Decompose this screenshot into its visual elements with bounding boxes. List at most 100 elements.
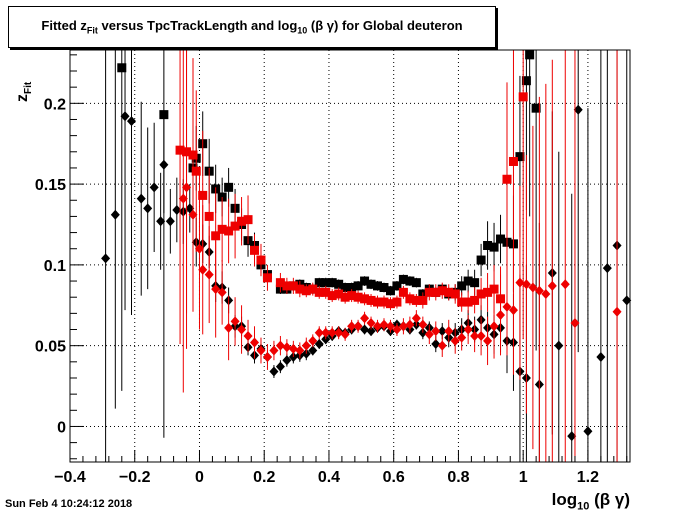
- data-point-diamond: [211, 284, 221, 295]
- data-point-diamond: [321, 327, 331, 338]
- data-point-diamond: [502, 301, 512, 312]
- data-point-square: [347, 283, 357, 293]
- data-point-square: [314, 278, 324, 288]
- data-point-square: [508, 156, 518, 166]
- data-point-square: [360, 276, 370, 286]
- data-point-square: [117, 63, 127, 73]
- data-point-square: [321, 278, 331, 288]
- data-point-square: [340, 283, 350, 293]
- data-point-diamond: [188, 209, 198, 220]
- data-point-diamond: [282, 355, 292, 366]
- data-point-square: [224, 182, 234, 192]
- data-point-diamond: [282, 342, 292, 353]
- x-tick-label: 0.8: [447, 469, 469, 486]
- chart-title: Fitted zFit versus TpcTrackLength and lo…: [41, 18, 463, 36]
- data-point-square: [282, 281, 292, 291]
- data-point-square: [476, 255, 486, 265]
- data-point-diamond: [541, 288, 551, 299]
- data-point-diamond: [224, 322, 234, 333]
- data-point-diamond: [528, 282, 538, 293]
- data-point-diamond: [411, 313, 421, 324]
- data-point-diamond: [269, 366, 279, 377]
- data-point-square: [405, 276, 415, 286]
- data-point-diamond: [392, 324, 402, 335]
- data-point-diamond: [314, 339, 324, 350]
- data-point-square: [353, 292, 363, 302]
- data-point-square: [496, 234, 506, 244]
- data-point-diamond: [230, 316, 240, 327]
- data-point-diamond: [172, 204, 182, 215]
- data-point-square: [334, 279, 344, 289]
- data-point-square: [295, 284, 305, 294]
- data-point-square: [347, 291, 357, 301]
- data-point-diamond: [437, 340, 447, 351]
- data-point-square: [457, 297, 467, 307]
- data-point-square: [308, 284, 318, 294]
- data-point-diamond: [269, 345, 279, 356]
- data-point-square: [411, 295, 421, 305]
- data-point-square: [204, 211, 214, 221]
- data-point-square: [256, 255, 266, 265]
- data-point-diamond: [450, 335, 460, 346]
- data-point-square: [314, 287, 324, 297]
- x-tick-label: 0.4: [318, 469, 340, 486]
- data-point-diamond: [463, 324, 473, 335]
- data-point-square: [379, 297, 389, 307]
- data-point-diamond: [398, 321, 408, 332]
- data-point-diamond: [194, 243, 204, 254]
- data-point-diamond: [602, 263, 612, 274]
- data-point-diamond: [489, 321, 499, 332]
- data-point-diamond: [360, 313, 370, 324]
- data-point-diamond: [182, 182, 192, 193]
- data-point-diamond: [159, 159, 169, 170]
- data-point-diamond: [185, 203, 195, 214]
- data-point-square: [373, 281, 383, 291]
- data-point-square: [385, 286, 395, 296]
- data-point-diamond: [353, 321, 363, 332]
- data-point-diamond: [256, 345, 266, 356]
- data-point-diamond: [243, 330, 253, 341]
- data-point-diamond: [262, 351, 272, 362]
- data-point-square: [489, 242, 499, 252]
- x-tick-label: 0.6: [383, 469, 405, 486]
- data-point-square: [211, 231, 221, 241]
- x-tick-label: −0.2: [119, 469, 151, 486]
- data-point-square: [373, 297, 383, 307]
- data-point-diamond: [483, 335, 493, 346]
- data-point-square: [525, 50, 535, 60]
- data-point-diamond: [360, 324, 370, 335]
- data-point-square: [470, 278, 480, 288]
- data-point-diamond: [120, 111, 130, 122]
- data-point-diamond: [373, 321, 383, 332]
- data-point-diamond: [612, 306, 622, 317]
- plot-frame: [69, 49, 631, 463]
- data-point-square: [217, 224, 227, 234]
- data-point-diamond: [340, 329, 350, 340]
- data-point-diamond: [250, 337, 260, 348]
- data-point-diamond: [275, 340, 285, 351]
- data-point-diamond: [217, 287, 227, 298]
- data-point-square: [275, 278, 285, 288]
- data-point-diamond: [470, 330, 480, 341]
- data-point-square: [237, 216, 247, 226]
- x-tick-label: 1: [519, 469, 528, 486]
- data-point-square: [159, 110, 169, 120]
- data-point-diamond: [301, 340, 311, 351]
- data-point-square: [175, 145, 185, 155]
- y-tick-label: 0: [57, 419, 66, 436]
- data-point-square: [470, 295, 480, 305]
- data-point-diamond: [308, 345, 318, 356]
- data-point-square: [444, 287, 454, 297]
- data-point-diamond: [573, 104, 583, 115]
- data-point-square: [191, 166, 201, 176]
- data-point-diamond: [178, 193, 188, 204]
- data-point-diamond: [366, 326, 376, 337]
- data-point-square: [250, 245, 260, 255]
- data-point-diamond: [110, 209, 120, 220]
- data-point-diamond: [198, 264, 208, 275]
- data-point-diamond: [431, 326, 441, 337]
- data-point-square: [476, 289, 486, 299]
- data-point-diamond: [314, 327, 324, 338]
- y-tick-label: 0.05: [35, 339, 66, 356]
- data-point-square: [243, 215, 253, 225]
